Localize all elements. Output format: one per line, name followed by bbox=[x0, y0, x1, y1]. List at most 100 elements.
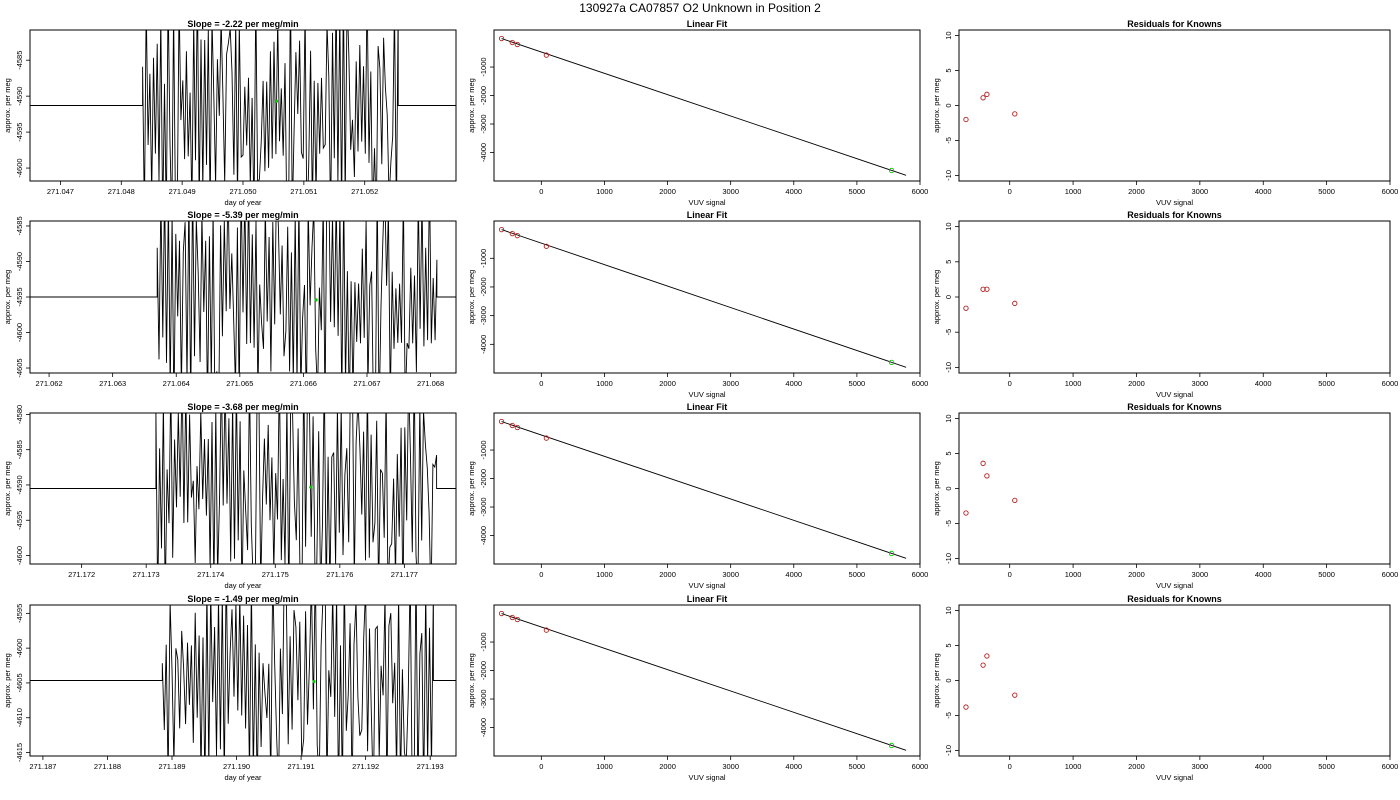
panel-1-1: Slope = -2.22 per meg/min 271.047 271.048 2… bbox=[3, 19, 457, 207]
x-tick-label: 2000 bbox=[1128, 570, 1145, 579]
fit-line bbox=[501, 38, 907, 176]
x-tick-label: 4000 bbox=[1255, 570, 1272, 579]
known-point bbox=[509, 422, 515, 429]
x-tick-label: 6000 bbox=[1382, 187, 1399, 196]
known-point bbox=[543, 627, 550, 633]
fit-line bbox=[501, 613, 907, 751]
x-tick-label: 5000 bbox=[849, 762, 866, 771]
x-tick-label: 5000 bbox=[1318, 570, 1335, 579]
x-tick-label: 1000 bbox=[1065, 379, 1082, 388]
panel-3-3: Residuals for Knowns 0 1000 2000 3000 4000 500… bbox=[932, 402, 1398, 590]
x-tick-label: 0 bbox=[1008, 762, 1012, 771]
known-point bbox=[509, 230, 515, 237]
residual-point bbox=[980, 95, 986, 101]
x-tick-label: 271.050 bbox=[229, 187, 256, 196]
panel-title: Linear Fit bbox=[687, 402, 728, 412]
x-tick-label: 3000 bbox=[722, 762, 739, 771]
x-tick-label: 271.174 bbox=[197, 570, 224, 579]
y-tick-label: -1000 bbox=[479, 632, 488, 651]
y-tick-label: -4605 bbox=[15, 673, 24, 692]
x-axis-label: VUV signal bbox=[1156, 390, 1193, 399]
x-tick-label: 2000 bbox=[1128, 762, 1145, 771]
y-axis-label: approx. per meg bbox=[932, 461, 941, 516]
plot-frame bbox=[958, 412, 1391, 565]
y-tick-label: -4595 bbox=[15, 511, 24, 530]
x-tick-label: 1000 bbox=[596, 762, 613, 771]
x-tick-label: 3000 bbox=[1192, 570, 1209, 579]
x-tick-label: 5000 bbox=[849, 187, 866, 196]
y-tick-label: -4595 bbox=[15, 123, 24, 142]
x-tick-label: 6000 bbox=[912, 762, 929, 771]
x-tick-label: 6000 bbox=[1382, 379, 1399, 388]
panel-title: Slope = -3.68 per meg/min bbox=[187, 402, 298, 412]
x-axis-label: day of year bbox=[224, 581, 262, 590]
x-axis-label: VUV signal bbox=[1156, 581, 1193, 590]
plot-frame bbox=[493, 412, 921, 565]
x-axis-label: VUV signal bbox=[1156, 773, 1193, 782]
y-tick-label: -4600 bbox=[15, 158, 24, 177]
data-trace bbox=[30, 30, 456, 181]
y-axis-label: approx. per meg bbox=[932, 653, 941, 708]
panel-title: Linear Fit bbox=[687, 210, 728, 220]
y-tick-label: -4000 bbox=[479, 526, 488, 545]
x-tick-label: 1000 bbox=[596, 379, 613, 388]
panel-title: Linear Fit bbox=[687, 594, 728, 604]
plot-area bbox=[963, 653, 1018, 710]
x-tick-label: 271.189 bbox=[158, 762, 185, 771]
panel-title: Residuals for Knowns bbox=[1127, 594, 1222, 604]
y-tick-label: 0 bbox=[944, 486, 953, 490]
known-point bbox=[498, 610, 505, 617]
x-tick-label: 2000 bbox=[1128, 379, 1145, 388]
residual-point bbox=[1012, 300, 1018, 306]
x-tick-label: 1000 bbox=[1065, 187, 1082, 196]
panel-grid: Slope = -2.22 per meg/min 271.047 271.048 2… bbox=[3, 19, 1399, 782]
residual-point bbox=[980, 286, 986, 292]
y-tick-label: -2000 bbox=[479, 277, 488, 296]
y-tick-label: 10 bbox=[944, 606, 953, 614]
x-tick-label: 4000 bbox=[1255, 379, 1272, 388]
x-tick-label: 4000 bbox=[785, 570, 802, 579]
y-axis-label: approx. per meg bbox=[467, 270, 476, 325]
x-tick-label: 271.049 bbox=[169, 187, 196, 196]
unknown-point bbox=[888, 359, 895, 366]
known-point bbox=[498, 35, 505, 42]
x-tick-label: 0 bbox=[1008, 570, 1012, 579]
plot-area bbox=[963, 286, 1018, 311]
panel-title: Residuals for Knowns bbox=[1127, 210, 1222, 220]
y-tick-label: -10 bbox=[944, 170, 953, 181]
unknown-point bbox=[888, 167, 895, 174]
panel-3-1: Slope = -3.68 per meg/min 271.172 271.173 2… bbox=[3, 402, 457, 590]
panel-title: Residuals for Knowns bbox=[1127, 402, 1222, 412]
x-tick-label: 6000 bbox=[912, 570, 929, 579]
x-axis-label: VUV signal bbox=[688, 390, 725, 399]
x-tick-label: 4000 bbox=[1255, 762, 1272, 771]
data-trace bbox=[30, 605, 456, 756]
plot-area bbox=[498, 418, 907, 559]
residual-point bbox=[984, 286, 990, 292]
fit-line bbox=[501, 421, 907, 559]
panel-title: Residuals for Knowns bbox=[1127, 19, 1222, 29]
y-tick-label: -5 bbox=[944, 137, 953, 144]
y-tick-label: -4600 bbox=[15, 639, 24, 658]
x-tick-label: 2000 bbox=[659, 187, 676, 196]
y-tick-label: -4580 bbox=[15, 405, 24, 424]
figure-title: 130927a CA07857 O2 Unknown in Position 2 bbox=[579, 1, 821, 15]
plot-area bbox=[963, 91, 1018, 123]
x-tick-label: 0 bbox=[539, 762, 543, 771]
y-tick-label: -4600 bbox=[15, 323, 24, 342]
panel-title: Slope = -2.22 per meg/min bbox=[187, 19, 298, 29]
x-tick-label: 271.173 bbox=[133, 570, 160, 579]
y-tick-label: -4590 bbox=[15, 252, 24, 271]
known-point bbox=[498, 418, 505, 425]
y-tick-label: -4595 bbox=[15, 287, 24, 306]
x-tick-label: 3000 bbox=[1192, 379, 1209, 388]
y-tick-label: -4600 bbox=[15, 546, 24, 565]
plot-frame bbox=[493, 220, 921, 374]
x-tick-label: 1000 bbox=[1065, 762, 1082, 771]
x-tick-label: 271.190 bbox=[223, 762, 250, 771]
plot-area bbox=[498, 226, 907, 368]
y-tick-label: -1000 bbox=[479, 57, 488, 76]
x-tick-label: 271.066 bbox=[290, 379, 317, 388]
x-tick-label: 271.067 bbox=[353, 379, 380, 388]
